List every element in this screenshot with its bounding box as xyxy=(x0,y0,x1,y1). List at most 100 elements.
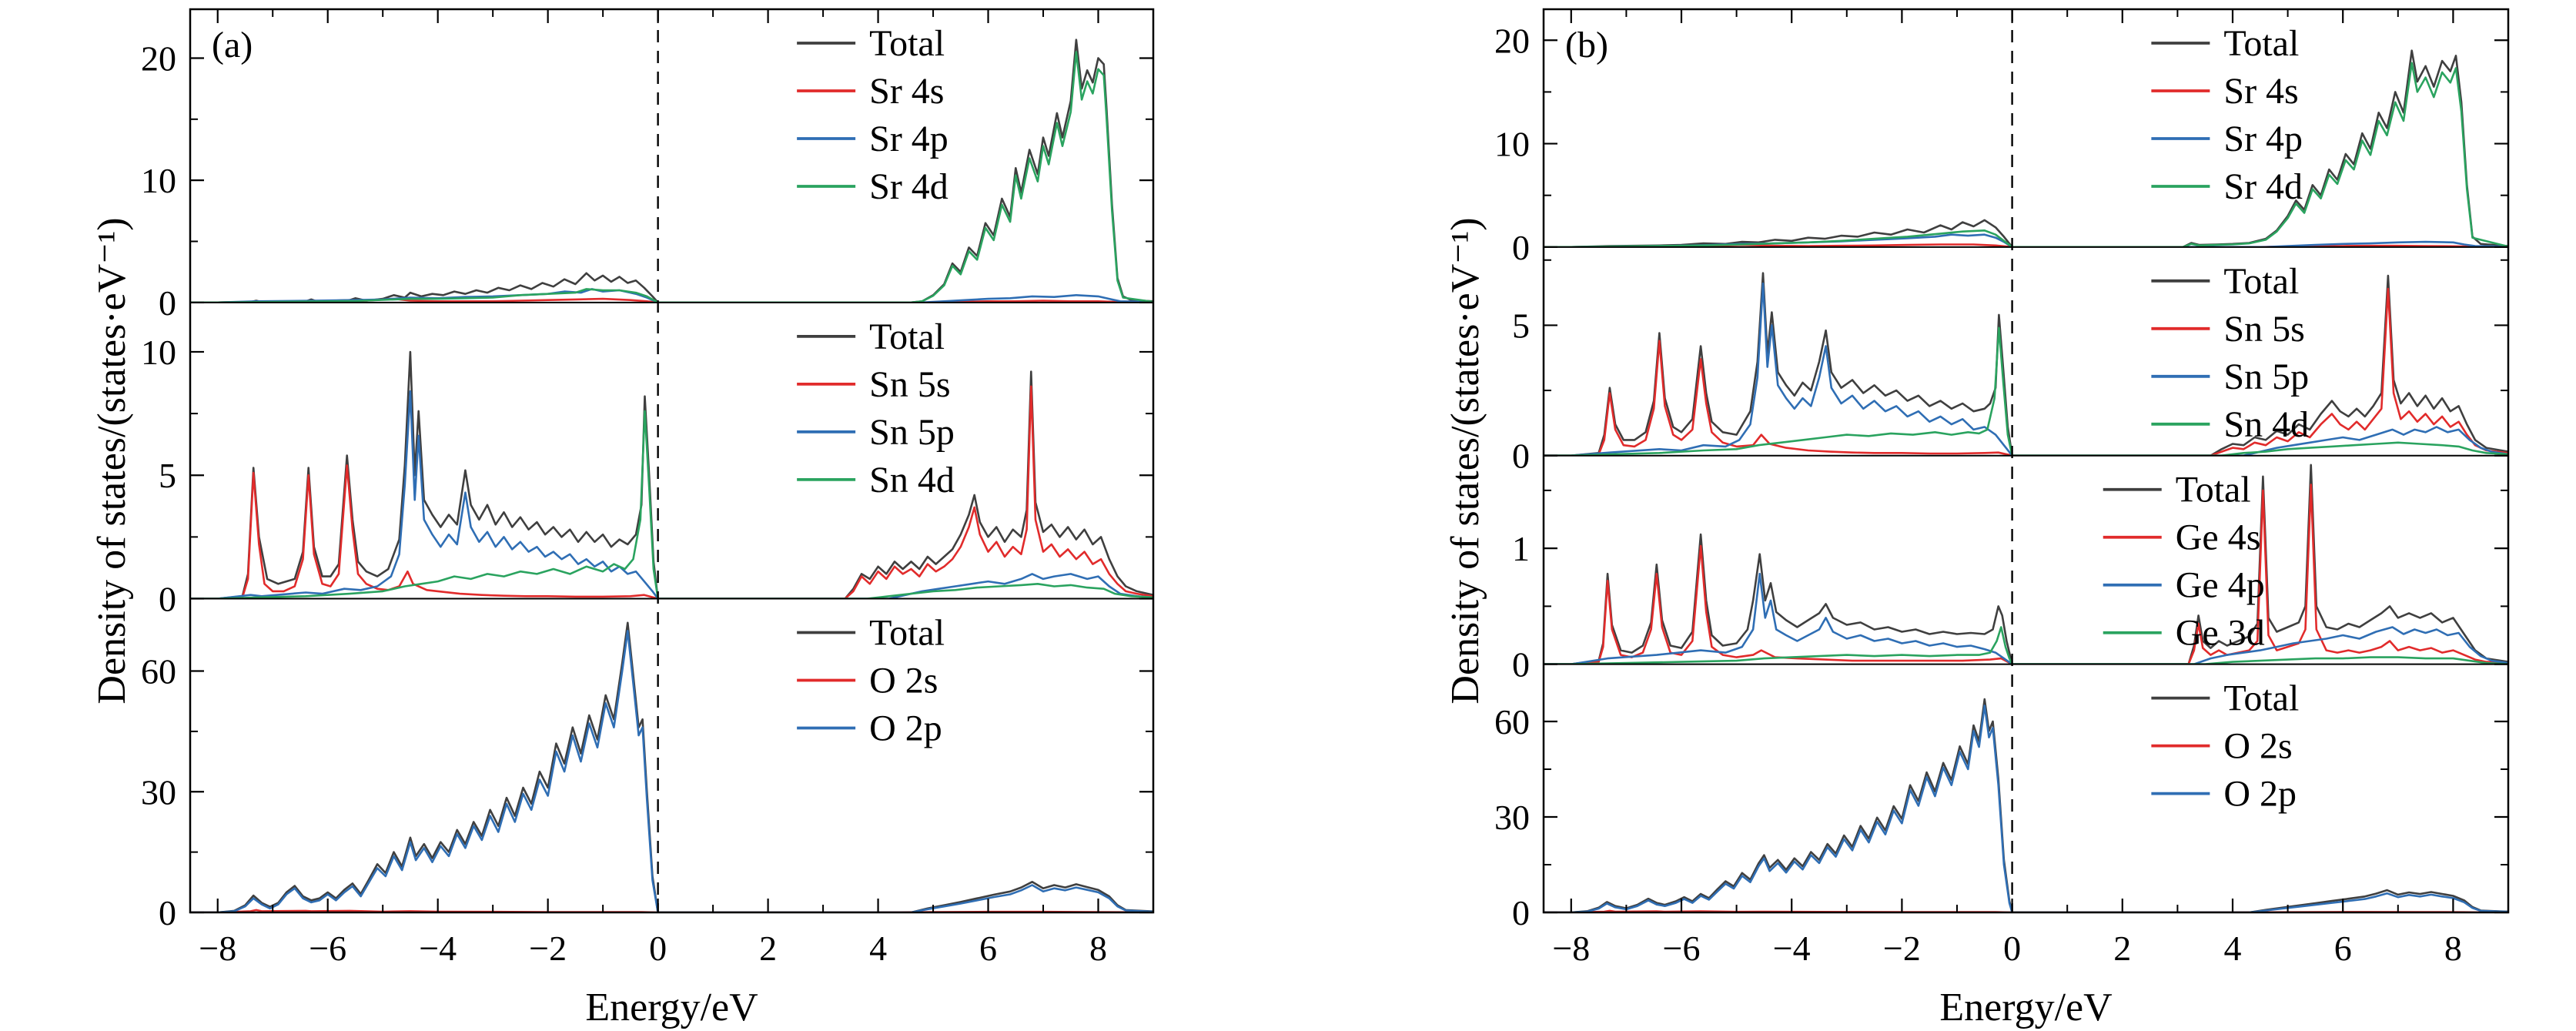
legend-label: Total xyxy=(869,23,945,64)
series-Sn-a-sn-4d xyxy=(190,410,1153,599)
y-tick-label: 1 xyxy=(1512,529,1530,568)
legend-label: O 2s xyxy=(869,660,938,701)
legend-label: Sn 5p xyxy=(2223,356,2309,397)
subplot-Sn-b xyxy=(1544,272,2508,456)
x-tick-label: −6 xyxy=(1663,929,1701,968)
series-O-b-total xyxy=(1544,698,2508,912)
legend-label: Sr 4p xyxy=(2223,119,2303,159)
series-Sn-b-sn-5s xyxy=(1544,287,2508,456)
legend-label: Sn 5p xyxy=(869,412,955,453)
legend-label: Ge 4s xyxy=(2176,517,2261,558)
legend-label: Sr 4s xyxy=(2223,71,2298,112)
series-Ge-b-ge-4p xyxy=(1544,572,2508,664)
panel-label: (b) xyxy=(1565,25,1608,65)
legend-label: O 2s xyxy=(2223,726,2292,767)
series-Sn-b-sn-4d xyxy=(1544,326,2508,456)
series-Sr-a-total xyxy=(190,38,1153,303)
legend-label: Total xyxy=(2223,678,2299,719)
series-Ge-b-total xyxy=(1544,464,2508,664)
y-tick-label: 5 xyxy=(159,456,176,495)
legend-label: Sr 4s xyxy=(869,71,944,112)
y-tick-label: 0 xyxy=(159,579,176,618)
legend-label: Total xyxy=(2223,261,2299,302)
legend-label: Sn 4d xyxy=(2223,404,2309,445)
y-tick-label: 0 xyxy=(1512,893,1530,932)
x-axis-title: Energy/eV xyxy=(1939,986,2112,1029)
legend-label: Total xyxy=(869,316,945,357)
y-tick-label: 10 xyxy=(1494,125,1530,164)
x-tick-label: 8 xyxy=(1089,929,1107,968)
series-Sn-b-sn-5p xyxy=(1544,282,2508,456)
axes-frame xyxy=(1542,8,2510,914)
legend-label: O 2p xyxy=(2223,774,2297,815)
y-tick-label: 60 xyxy=(1494,702,1530,741)
series-Ge-b-ge-4s xyxy=(1544,484,2508,664)
y-tick-label: 0 xyxy=(1512,645,1530,685)
x-tick-label: 2 xyxy=(759,929,777,968)
x-tick-label: −8 xyxy=(1552,929,1590,968)
series-Sn-a-total xyxy=(190,350,1153,599)
series-Sr-a-sr-4d xyxy=(190,51,1153,303)
x-axis-title: Energy/eV xyxy=(585,986,758,1029)
x-tick-label: −4 xyxy=(419,929,457,968)
legend-label: Sr 4d xyxy=(869,166,948,207)
legend-label: Sn 5s xyxy=(869,364,950,405)
series-O-a-o-2p xyxy=(190,629,1153,912)
x-tick-label: −8 xyxy=(199,929,236,968)
x-tick-label: −4 xyxy=(1773,929,1811,968)
y-axis-title: Density of states/(states·eV⁻¹) xyxy=(90,217,134,704)
x-tick-label: 6 xyxy=(979,929,997,968)
y-tick-label: 10 xyxy=(141,333,176,372)
x-tick-label: 4 xyxy=(869,929,887,968)
series-Ge-b-ge-3d xyxy=(1544,626,2508,664)
y-tick-label: 10 xyxy=(141,161,176,200)
y-tick-label: 5 xyxy=(1512,306,1530,345)
x-tick-label: 4 xyxy=(2224,929,2242,968)
y-tick-label: 0 xyxy=(159,893,176,932)
y-tick-label: 20 xyxy=(141,38,176,78)
axes-frame xyxy=(189,8,1155,914)
x-tick-label: −2 xyxy=(529,929,567,968)
series-Sn-a-sn-5s xyxy=(190,385,1153,599)
legend-label: Sn 5s xyxy=(2223,309,2304,350)
legend-label: Ge 3d xyxy=(2176,613,2265,654)
x-tick-label: 6 xyxy=(2334,929,2352,968)
subplot-O-b xyxy=(1544,698,2508,912)
series-Sr-b-sr-4d xyxy=(1544,62,2508,247)
subplot-Sn-a xyxy=(190,350,1153,599)
legend-label: Ge 4p xyxy=(2176,565,2265,606)
x-tick-label: 0 xyxy=(2003,929,2021,968)
series-Sn-a-sn-5p xyxy=(190,390,1153,599)
legend-label: Sn 4d xyxy=(869,460,955,500)
series-Sr-b-total xyxy=(1544,49,2508,247)
subplot-Sr-a xyxy=(190,38,1153,303)
x-tick-label: 0 xyxy=(649,929,667,968)
legend-label: Total xyxy=(869,612,945,653)
legend-label: O 2p xyxy=(869,708,942,748)
x-tick-label: 2 xyxy=(2113,929,2131,968)
y-axis-title: Density of states/(states·eV⁻¹) xyxy=(1444,217,1487,704)
y-tick-label: 0 xyxy=(159,283,176,323)
series-O-a-total xyxy=(190,621,1153,912)
y-tick-label: 30 xyxy=(1494,798,1530,837)
x-tick-label: −6 xyxy=(309,929,346,968)
y-tick-label: 20 xyxy=(1494,21,1530,60)
legend-label: Total xyxy=(2176,470,2251,510)
series-Sr-b-sr-4s xyxy=(1544,243,2508,247)
subplot-Sr-b xyxy=(1544,49,2508,247)
y-tick-label: 60 xyxy=(141,652,176,691)
legend-label: Sr 4p xyxy=(869,119,948,159)
y-tick-label: 30 xyxy=(141,772,176,812)
panel-label: (a) xyxy=(212,25,253,65)
subplot-O-a xyxy=(190,621,1153,912)
legend-label: Sr 4d xyxy=(2223,166,2303,207)
y-tick-label: 0 xyxy=(1512,437,1530,476)
x-tick-label: 8 xyxy=(2444,929,2462,968)
y-tick-label: 0 xyxy=(1512,228,1530,267)
subplot-Ge-b xyxy=(1544,464,2508,664)
legend-label: Total xyxy=(2223,23,2299,64)
series-O-b-o-2p xyxy=(1544,705,2508,912)
x-tick-label: −2 xyxy=(1883,929,1921,968)
